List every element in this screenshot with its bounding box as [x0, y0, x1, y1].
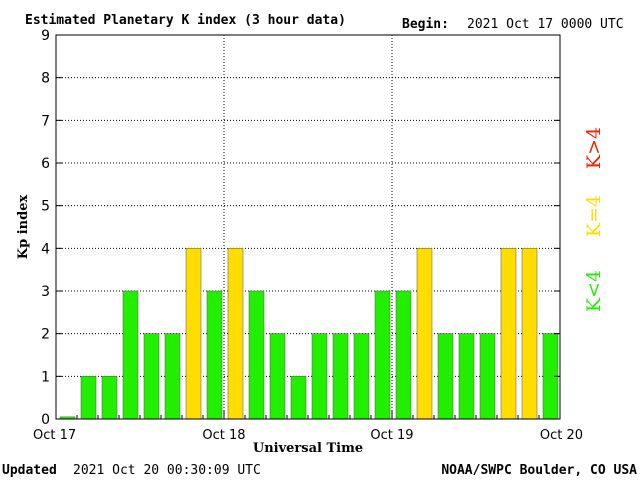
x-tick-label: Oct 19	[370, 428, 413, 443]
chart-title: Estimated Planetary K index (3 hour data…	[25, 13, 346, 28]
kp-bar	[164, 333, 181, 420]
y-tick-label: 7	[41, 113, 50, 129]
x-axis-ticks: Oct 17 Oct 18 Oct 19 Oct 20	[33, 410, 583, 443]
y-tick-label: 8	[41, 71, 50, 87]
y-tick-label: 6	[41, 156, 50, 172]
x-tick-label: Oct 18	[202, 428, 245, 443]
kp-bar	[374, 290, 391, 420]
updated-label: Updated	[2, 463, 57, 478]
kp-bar	[122, 290, 139, 420]
y-tick-label: 2	[41, 327, 50, 343]
kp-bar	[521, 248, 538, 420]
kp-bar	[227, 248, 244, 420]
y-tick-label: 3	[41, 284, 50, 300]
kp-bar	[479, 333, 496, 420]
legend-k-below-4: K<4	[583, 270, 605, 312]
y-tick-label: 1	[41, 369, 50, 385]
legend-k-above-4: K>4	[583, 127, 605, 169]
grid-lines	[56, 35, 560, 419]
kp-bar	[143, 333, 160, 420]
kp-bar	[332, 333, 349, 420]
bars	[59, 248, 559, 420]
kp-bar	[437, 333, 454, 420]
kp-bar	[500, 248, 517, 420]
x-tick-label: Oct 20	[540, 428, 583, 443]
source-credit: NOAA/SWPC Boulder, CO USA	[441, 463, 637, 478]
kp-bar	[353, 333, 370, 420]
kp-bar	[185, 248, 202, 420]
y-tick-label: 5	[41, 199, 50, 215]
kp-bar	[458, 333, 475, 420]
begin-label: Begin:	[402, 17, 449, 32]
kp-bar	[80, 376, 97, 420]
x-axis-label: Universal Time	[253, 441, 363, 456]
kp-bar	[206, 290, 223, 420]
x-tick-label: Oct 17	[33, 428, 76, 443]
kp-bar	[248, 290, 265, 420]
kp-bar	[395, 290, 412, 420]
kp-bar	[269, 333, 286, 420]
y-tick-label: 0	[41, 412, 50, 428]
kp-bar	[290, 376, 307, 420]
kp-bar	[311, 333, 328, 420]
legend-k-equal-4: K=4	[583, 195, 605, 237]
kp-bar	[416, 248, 433, 420]
updated-value: 2021 Oct 20 00:30:09 UTC	[73, 463, 261, 478]
y-tick-label: 9	[41, 28, 50, 44]
y-tick-label: 4	[41, 241, 50, 257]
y-axis-label: Kp index	[16, 195, 31, 260]
kp-bar	[101, 376, 118, 420]
begin-value: 2021 Oct 17 0000 UTC	[467, 17, 624, 32]
y-axis-ticks: 0 1 2 3 4 5 6 7 8 9	[41, 28, 560, 428]
